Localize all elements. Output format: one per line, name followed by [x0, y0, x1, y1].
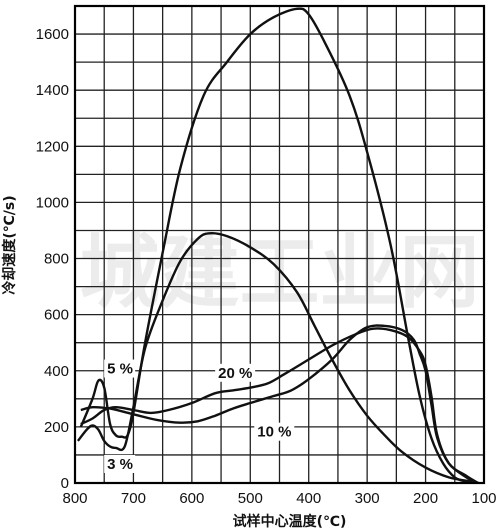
curve-label-bg [104, 359, 136, 378]
plot-frame [73, 4, 486, 485]
y-tick-label: 1200 [36, 138, 69, 155]
x-tick-label: 700 [121, 490, 146, 507]
x-tick-label: 500 [238, 490, 263, 507]
curve-label-20pct: 20 % [218, 365, 252, 382]
curve-label-10pct: 10 % [257, 424, 291, 441]
y-tick-label: 1600 [36, 26, 69, 43]
series-line-5pct [79, 7, 467, 483]
series-line-3pct [76, 231, 473, 483]
curve-label-bg [215, 363, 256, 382]
y-tick-label: 1400 [36, 82, 69, 99]
x-tick-label: 800 [62, 490, 87, 507]
x-tick-label: 600 [179, 490, 204, 507]
y-axis-title: 冷却速度(℃/s) [1, 195, 18, 294]
x-tick-label: 300 [355, 490, 380, 507]
x-tick-label: 100 [471, 490, 496, 507]
series-line-10pct [80, 324, 479, 485]
curve-label-3pct: 3 % [107, 456, 133, 473]
y-tick-label: 200 [44, 419, 69, 436]
series-line-20pct [80, 327, 479, 485]
y-tick-label: 800 [44, 251, 69, 268]
y-tick-label: 600 [44, 307, 69, 324]
y-tick-label: 400 [44, 363, 69, 380]
x-tick-label: 200 [413, 490, 438, 507]
curve-label-bg [254, 422, 295, 441]
x-tick-label: 400 [296, 490, 321, 507]
curve-label-bg [104, 454, 136, 473]
y-tick-label: 1000 [36, 194, 69, 211]
curve-label-5pct: 5 % [107, 361, 133, 378]
x-axis-title: 试样中心温度(℃) [233, 513, 347, 530]
y-tick-label: 0 [61, 475, 69, 492]
